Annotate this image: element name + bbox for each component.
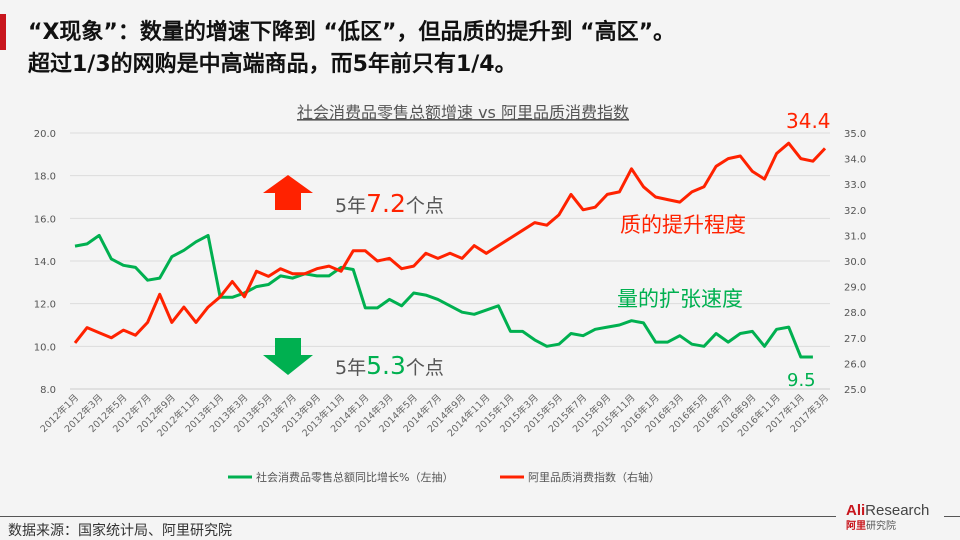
footer-divider-right bbox=[944, 516, 960, 517]
right-tick-label: 33.0 bbox=[844, 180, 866, 191]
quality-index-line bbox=[73, 141, 827, 344]
right-tick-label: 34.0 bbox=[844, 155, 866, 166]
right-tick-label: 28.0 bbox=[844, 308, 866, 319]
headline-line-1: “X现象”：数量的增速下降到 “低区”，但品质的提升到 “高区”。 bbox=[28, 20, 676, 45]
quality-label: 质的提升程度 bbox=[620, 213, 746, 237]
left-tick-label: 20.0 bbox=[34, 129, 56, 140]
right-tick-label: 29.0 bbox=[844, 283, 866, 294]
aliresearch-logo: AliResearch 阿里研究院 bbox=[846, 502, 930, 532]
right-tick-label: 32.0 bbox=[844, 206, 866, 217]
up-arrow-icon bbox=[263, 175, 313, 210]
legend-red-label: 阿里品质消费指数（右轴） bbox=[528, 470, 660, 484]
left-tick-label: 12.0 bbox=[34, 300, 56, 311]
right-tick-label: 25.0 bbox=[844, 385, 866, 396]
right-tick-label: 30.0 bbox=[844, 257, 866, 268]
left-tick-label: 16.0 bbox=[34, 214, 56, 225]
down-annotation: 5年5.3个点 bbox=[335, 351, 444, 380]
left-tick-label: 8.0 bbox=[40, 385, 56, 396]
chart-title: 社会消费品零售总额增速 vs 阿里品质消费指数 bbox=[297, 103, 629, 122]
right-tick-label: 31.0 bbox=[844, 231, 866, 242]
left-tick-label: 18.0 bbox=[34, 172, 56, 183]
retail-sales-growth-line bbox=[74, 233, 813, 359]
red-end-label: 34.4 bbox=[786, 109, 831, 133]
source-note: 数据来源：国家统计局、阿里研究院 bbox=[8, 523, 232, 539]
footer-divider bbox=[0, 516, 836, 517]
green-end-label: 9.5 bbox=[787, 370, 816, 391]
up-annotation: 5年7.2个点 bbox=[335, 189, 444, 218]
right-tick-label: 35.0 bbox=[844, 129, 866, 140]
left-tick-label: 14.0 bbox=[34, 257, 56, 268]
legend-green-label: 社会消费品零售总额同比增长%（左抽） bbox=[256, 470, 453, 484]
right-tick-label: 26.0 bbox=[844, 359, 866, 370]
down-arrow-icon bbox=[263, 338, 313, 375]
left-tick-label: 10.0 bbox=[34, 342, 56, 353]
quantity-label: 量的扩张速度 bbox=[617, 287, 743, 311]
accent-bar bbox=[0, 14, 6, 50]
right-tick-label: 27.0 bbox=[844, 334, 866, 345]
headline-line-2: 超过1/3的网购是中高端商品，而5年前只有1/4。 bbox=[28, 52, 517, 77]
